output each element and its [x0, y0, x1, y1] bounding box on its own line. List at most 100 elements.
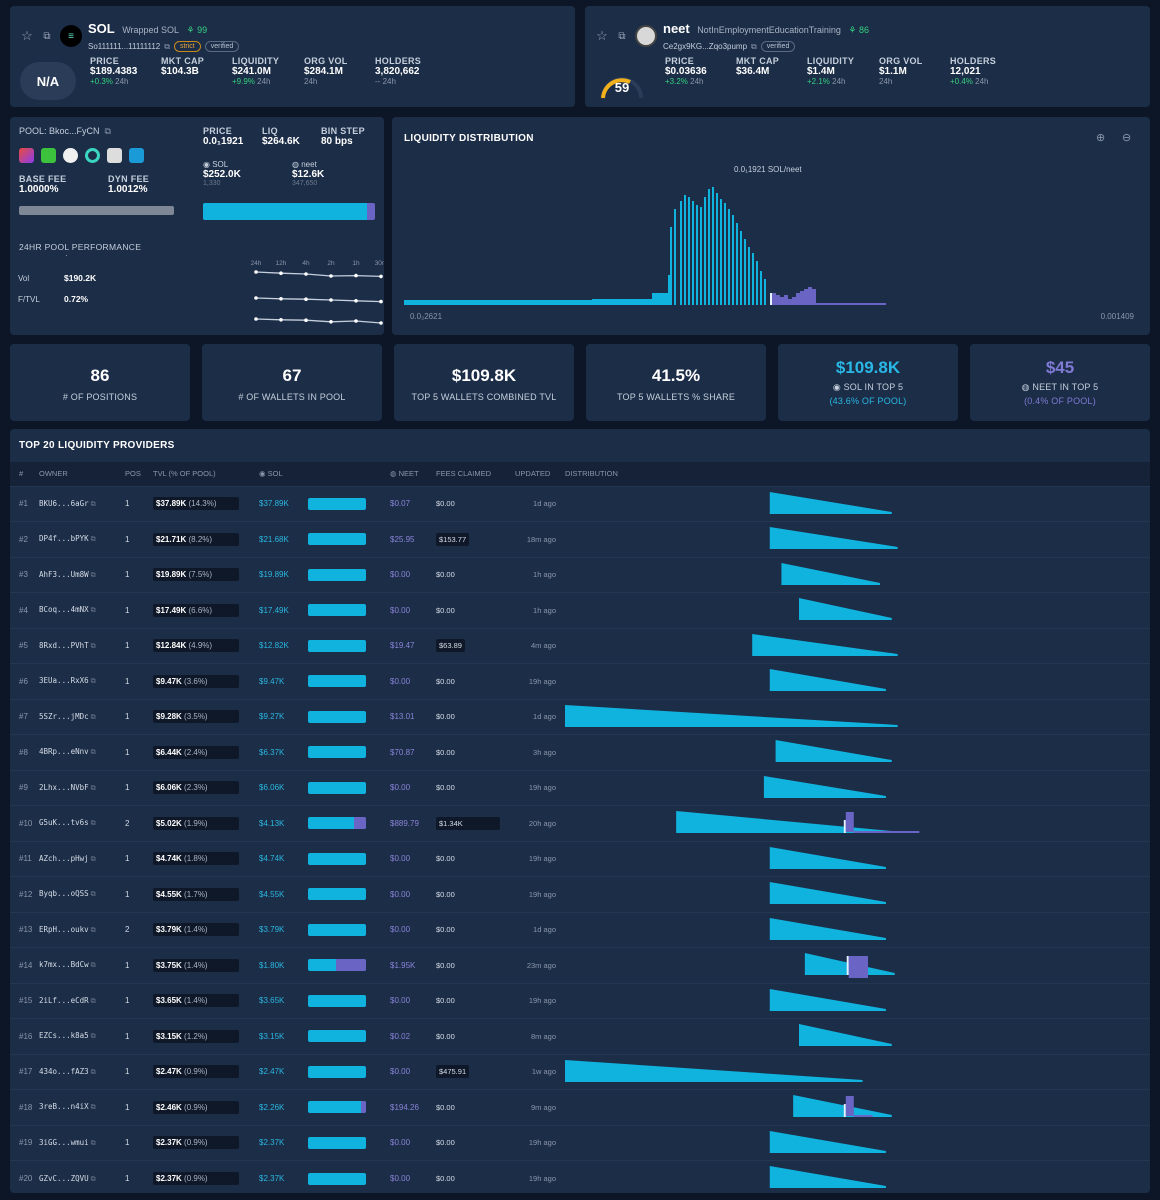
- table-row[interactable]: #10 G5uK...tv6s ⧉ 2 $5.02K (1.9%) $4.13K $889…: [10, 805, 1150, 841]
- owner-address[interactable]: k7mx...BdCw: [39, 960, 89, 970]
- updated: 23m ago: [515, 947, 565, 983]
- copy-icon[interactable]: ⧉: [88, 607, 96, 615]
- copy-icon[interactable]: ⧉: [88, 784, 96, 792]
- star-icon[interactable]: ☆: [21, 28, 33, 43]
- owner-address[interactable]: 8Rxd...PVhT: [39, 640, 89, 650]
- owner-address[interactable]: 434o...fAZ3: [39, 1066, 89, 1076]
- liquidity-bin: [522, 300, 524, 305]
- owner-address[interactable]: AZch...pHwj: [39, 853, 89, 863]
- owner-address[interactable]: 4BRp...eNnv: [39, 747, 89, 757]
- tvl-cell: $2.37K (0.9%): [153, 1160, 259, 1193]
- owner-address[interactable]: 3reB...n4iX: [39, 1102, 89, 1112]
- copy-icon[interactable]: ⧉: [88, 500, 96, 508]
- table-row[interactable]: #18 3reB...n4iX ⧉ 1 $2.46K (0.9%) $2.26K $194…: [10, 1089, 1150, 1125]
- copy-icon[interactable]: ⧉: [88, 1033, 96, 1041]
- owner-address[interactable]: DP4f...bPYK: [39, 534, 89, 544]
- owner-address[interactable]: Byqb...oQSS: [39, 889, 89, 899]
- table-row[interactable]: #11 AZch...pHwj ⧉ 1 $4.74K (1.8%) $4.74K $0.0…: [10, 840, 1150, 877]
- copy-icon[interactable]: ⧉: [88, 855, 96, 863]
- table-row[interactable]: #16 EZCs...k8a5 ⧉ 1 $3.15K (1.2%) $3.15K $0.0…: [10, 1018, 1150, 1054]
- external-link-icon[interactable]: ⧉: [43, 30, 51, 42]
- tvl-box: $2.37K (0.9%): [153, 1136, 239, 1150]
- external-link-icon[interactable]: ⧉: [618, 30, 626, 42]
- copy-icon[interactable]: ⧉: [88, 713, 96, 721]
- table-row[interactable]: #13 ERpH...oukv ⧉ 2 $3.79K (1.4%) $3.79K $0.0…: [10, 911, 1150, 948]
- table-row[interactable]: #9 2Lhx...NVbF ⧉ 1 $6.06K (2.3%) $6.06K $0.00…: [10, 769, 1150, 806]
- copy-icon[interactable]: ⧉: [88, 820, 96, 828]
- copy-icon[interactable]: ⧉: [164, 41, 170, 51]
- stat-label: LIQUIDITY: [232, 56, 280, 66]
- copy-icon[interactable]: ⧉: [88, 1139, 96, 1147]
- copy-icon[interactable]: ⧉: [88, 962, 96, 970]
- copy-icon[interactable]: ⧉: [88, 749, 96, 757]
- table-row[interactable]: #7 5SZr...jMDc ⧉ 1 $9.28K (3.5%) $9.27K $13.0…: [10, 698, 1150, 735]
- column-header: ◍ NEET: [390, 462, 436, 486]
- copy-icon[interactable]: ⧉: [751, 41, 757, 51]
- liquidity-bin: [502, 300, 504, 305]
- table-row[interactable]: #4 BCoq...4mNX ⧉ 1 $17.49K (6.6%) $17.49K $0.…: [10, 592, 1150, 628]
- change-period: 24h: [832, 77, 846, 86]
- copy-icon[interactable]: ⧉: [88, 678, 96, 686]
- copy-icon[interactable]: ⧉: [88, 1068, 96, 1076]
- owner-address[interactable]: G5uK...tv6s: [39, 818, 89, 828]
- copy-icon[interactable]: ⧉: [88, 571, 96, 579]
- column-header: TVL (% OF POOL): [153, 462, 259, 486]
- table-row[interactable]: #14 k7mx...BdCw ⧉ 1 $3.75K (1.4%) $1.80K $1.9…: [10, 947, 1150, 983]
- dex-logo-6[interactable]: [129, 148, 144, 163]
- copy-icon[interactable]: ⧉: [88, 642, 96, 650]
- owner-address[interactable]: 2Lhx...NVbF: [39, 782, 89, 792]
- liquidity-bin: [658, 293, 660, 305]
- copy-icon[interactable]: ⧉: [88, 536, 96, 544]
- owner-address[interactable]: ERpH...oukv: [39, 924, 89, 934]
- zoom-in-icon[interactable]: ⊕: [1096, 132, 1106, 144]
- liquidity-bin: [464, 300, 466, 305]
- owner-address[interactable]: BCoq...4mNX: [39, 605, 89, 615]
- dex-logo-5[interactable]: [107, 148, 122, 163]
- table-row[interactable]: #2 DP4f...bPYK ⧉ 1 $21.71K (8.2%) $21.68K $25…: [10, 521, 1150, 557]
- owner-address[interactable]: 3iGG...wmui: [39, 1137, 89, 1147]
- table-row[interactable]: #3 AhF3...Um8W ⧉ 1 $19.89K (7.5%) $19.89K $0.…: [10, 556, 1150, 593]
- dex-logo-4[interactable]: [85, 148, 100, 163]
- liquidity-chart: [404, 187, 886, 305]
- owner-address[interactable]: 5SZr...jMDc: [39, 711, 89, 721]
- distribution-cell: [565, 521, 1150, 557]
- table-row[interactable]: #17 434o...fAZ3 ⧉ 1 $2.47K (0.9%) $2.47K $0.0…: [10, 1053, 1150, 1090]
- perf-title: 24HR POOL PERFORMANCE: [19, 242, 142, 252]
- copy-icon[interactable]: ⧉: [88, 1175, 96, 1183]
- active-bin: [843, 820, 846, 833]
- table-row[interactable]: #6 3EUa...RxX6 ⧉ 1 $9.47K (3.6%) $9.47K $0.00…: [10, 663, 1150, 699]
- table-row[interactable]: #8 4BRp...eNnv ⧉ 1 $6.44K (2.4%) $6.37K $70.8…: [10, 734, 1150, 770]
- table-row[interactable]: #1 BKU6...6aGr ⧉ 1 $37.89K (14.3%) $37.89K $0…: [10, 485, 1150, 522]
- copy-icon[interactable]: ⧉: [88, 1104, 96, 1112]
- owner-address[interactable]: 3EUa...RxX6: [39, 676, 89, 686]
- perf-point: [254, 317, 258, 321]
- copy-icon[interactable]: ⧉: [88, 997, 96, 1005]
- zoom-out-icon[interactable]: ⊖: [1122, 132, 1132, 144]
- owner-address[interactable]: BKU6...6aGr: [39, 498, 89, 508]
- copy-icon[interactable]: ⧉: [88, 926, 96, 934]
- dex-logo-3[interactable]: [63, 148, 78, 163]
- owner-address[interactable]: AhF3...Um8W: [39, 569, 89, 579]
- copy-icon[interactable]: ⧉: [88, 891, 96, 899]
- liquidity-bin: [602, 299, 604, 305]
- table-row[interactable]: #20 GZvC...ZQVU ⧉ 1 $2.37K (0.9%) $2.37K $0.0…: [10, 1160, 1150, 1193]
- price-value: 0.0₁1921: [203, 136, 244, 147]
- owner-address[interactable]: GZvC...ZQVU: [39, 1173, 89, 1183]
- table-row[interactable]: #5 8Rxd...PVhT ⧉ 1 $12.84K (4.9%) $12.82K $19…: [10, 627, 1150, 664]
- dex-logo-1[interactable]: [19, 148, 34, 163]
- owner-address[interactable]: EZCs...k8a5: [39, 1031, 89, 1041]
- neet-value: $889.79: [390, 805, 436, 841]
- distribution-chart: [769, 1130, 886, 1153]
- star-icon[interactable]: ☆: [596, 28, 608, 43]
- tvl-value: $3.79K: [156, 925, 182, 935]
- composition-cell: [308, 1124, 390, 1161]
- owner-address[interactable]: 2iLf...eCdR: [39, 995, 89, 1005]
- neet-mini-icon: ◍: [1021, 382, 1033, 392]
- table-row[interactable]: #15 2iLf...eCdR ⧉ 1 $3.65K (1.4%) $3.65K $0.0…: [10, 982, 1150, 1019]
- table-row[interactable]: #19 3iGG...wmui ⧉ 1 $2.37K (0.9%) $2.37K $0.0…: [10, 1124, 1150, 1161]
- copy-icon[interactable]: ⧉: [104, 126, 111, 136]
- token-symbol: neet: [663, 21, 690, 36]
- positions: 2: [125, 805, 153, 841]
- table-row[interactable]: #12 Byqb...oQSS ⧉ 1 $4.55K (1.7%) $4.55K $0.0…: [10, 876, 1150, 912]
- dex-logo-2[interactable]: [41, 148, 56, 163]
